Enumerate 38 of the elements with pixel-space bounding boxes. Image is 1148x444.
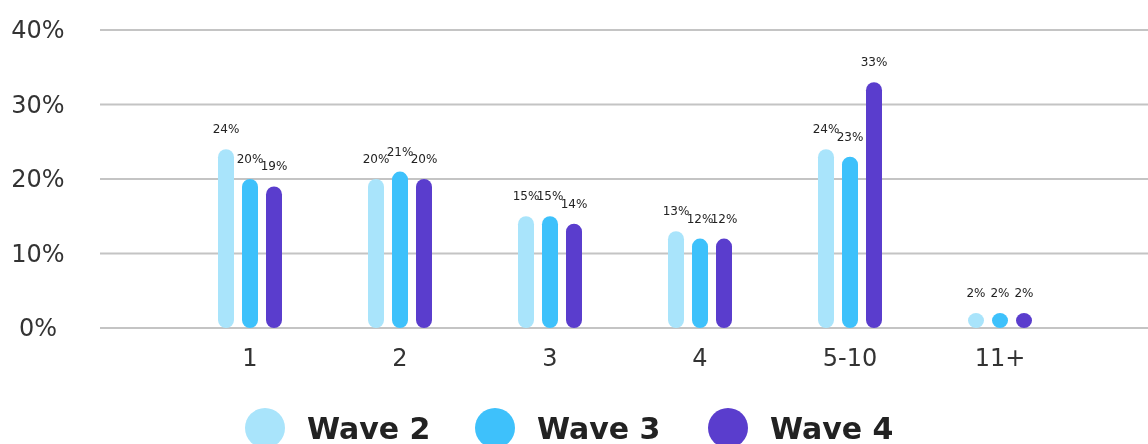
legend-label: Wave 4 xyxy=(770,410,894,444)
data-label: 24% xyxy=(212,122,240,137)
data-label: 15% xyxy=(512,189,540,204)
bar xyxy=(668,231,684,328)
y-tick-label: 10% xyxy=(11,239,65,268)
legend-label: Wave 2 xyxy=(307,410,431,444)
bar xyxy=(392,171,408,328)
bar xyxy=(242,179,258,328)
x-tick-label: 1 xyxy=(242,344,258,372)
y-tick-label: 20% xyxy=(11,165,65,194)
bar xyxy=(842,156,858,328)
y-tick-label: 30% xyxy=(11,90,65,119)
y-tick-label: 0% xyxy=(18,314,58,343)
data-label: 20% xyxy=(236,152,264,166)
x-tick-label: 11+ xyxy=(974,344,1026,372)
bar xyxy=(368,179,384,328)
x-tick-label: 3 xyxy=(542,344,558,372)
bar xyxy=(692,238,708,328)
bar xyxy=(566,223,582,328)
bar xyxy=(866,82,882,328)
data-label: 33% xyxy=(860,55,888,70)
bar xyxy=(416,179,432,328)
data-label: 2% xyxy=(966,286,986,301)
y-tick-label: 40% xyxy=(11,16,65,45)
bar xyxy=(716,238,732,328)
data-label: 13% xyxy=(662,204,690,219)
data-label: 2% xyxy=(990,286,1010,301)
data-label: 20% xyxy=(362,152,390,166)
bar xyxy=(518,216,534,328)
x-tick-label: 4 xyxy=(692,344,708,372)
bar xyxy=(542,216,558,328)
x-tick-label: 2 xyxy=(392,344,408,372)
legend-label: Wave 3 xyxy=(537,410,661,444)
bar xyxy=(266,186,282,328)
bar xyxy=(818,149,834,328)
bar xyxy=(218,149,234,328)
data-label: 2% xyxy=(1014,286,1034,301)
x-tick-label: 5-10 xyxy=(822,344,878,372)
